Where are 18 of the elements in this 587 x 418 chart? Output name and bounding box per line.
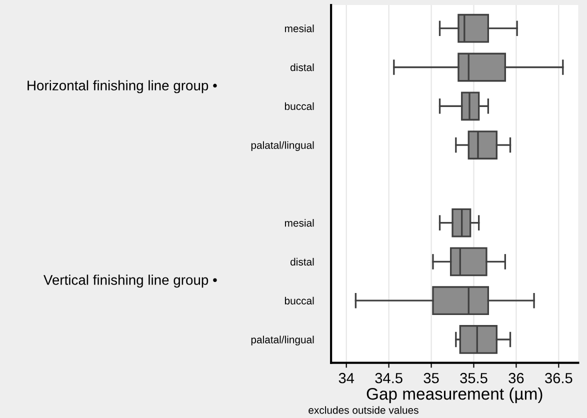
y-tick-label: mesial	[284, 219, 314, 227]
y-tick-label: buccal	[284, 296, 314, 304]
text: excludes outside values	[308, 406, 418, 414]
y-tick-label: palatal/lingual	[251, 141, 314, 151]
y-tick-label: mesial	[284, 24, 314, 32]
x-tick-label: 34.5	[375, 372, 402, 384]
text: Vertical finishing line group •	[44, 274, 217, 288]
x-tick-label: 35	[424, 372, 439, 384]
y-tick-label: palatal/lingual	[251, 336, 314, 346]
y-tick-label: distal	[290, 258, 314, 266]
text: Horizontal finishing line group •	[28, 80, 217, 94]
y-tick-label: buccal	[284, 102, 314, 110]
x-tick-label: 34	[338, 372, 354, 384]
x-tick-label: 35.5	[460, 372, 488, 384]
x-tick-label: 36.5	[545, 372, 572, 384]
y-tick-label: distal	[290, 63, 314, 72]
x-tick-label: 36	[508, 372, 524, 384]
x-axis-title: Gap measurement (µm)	[366, 388, 542, 404]
